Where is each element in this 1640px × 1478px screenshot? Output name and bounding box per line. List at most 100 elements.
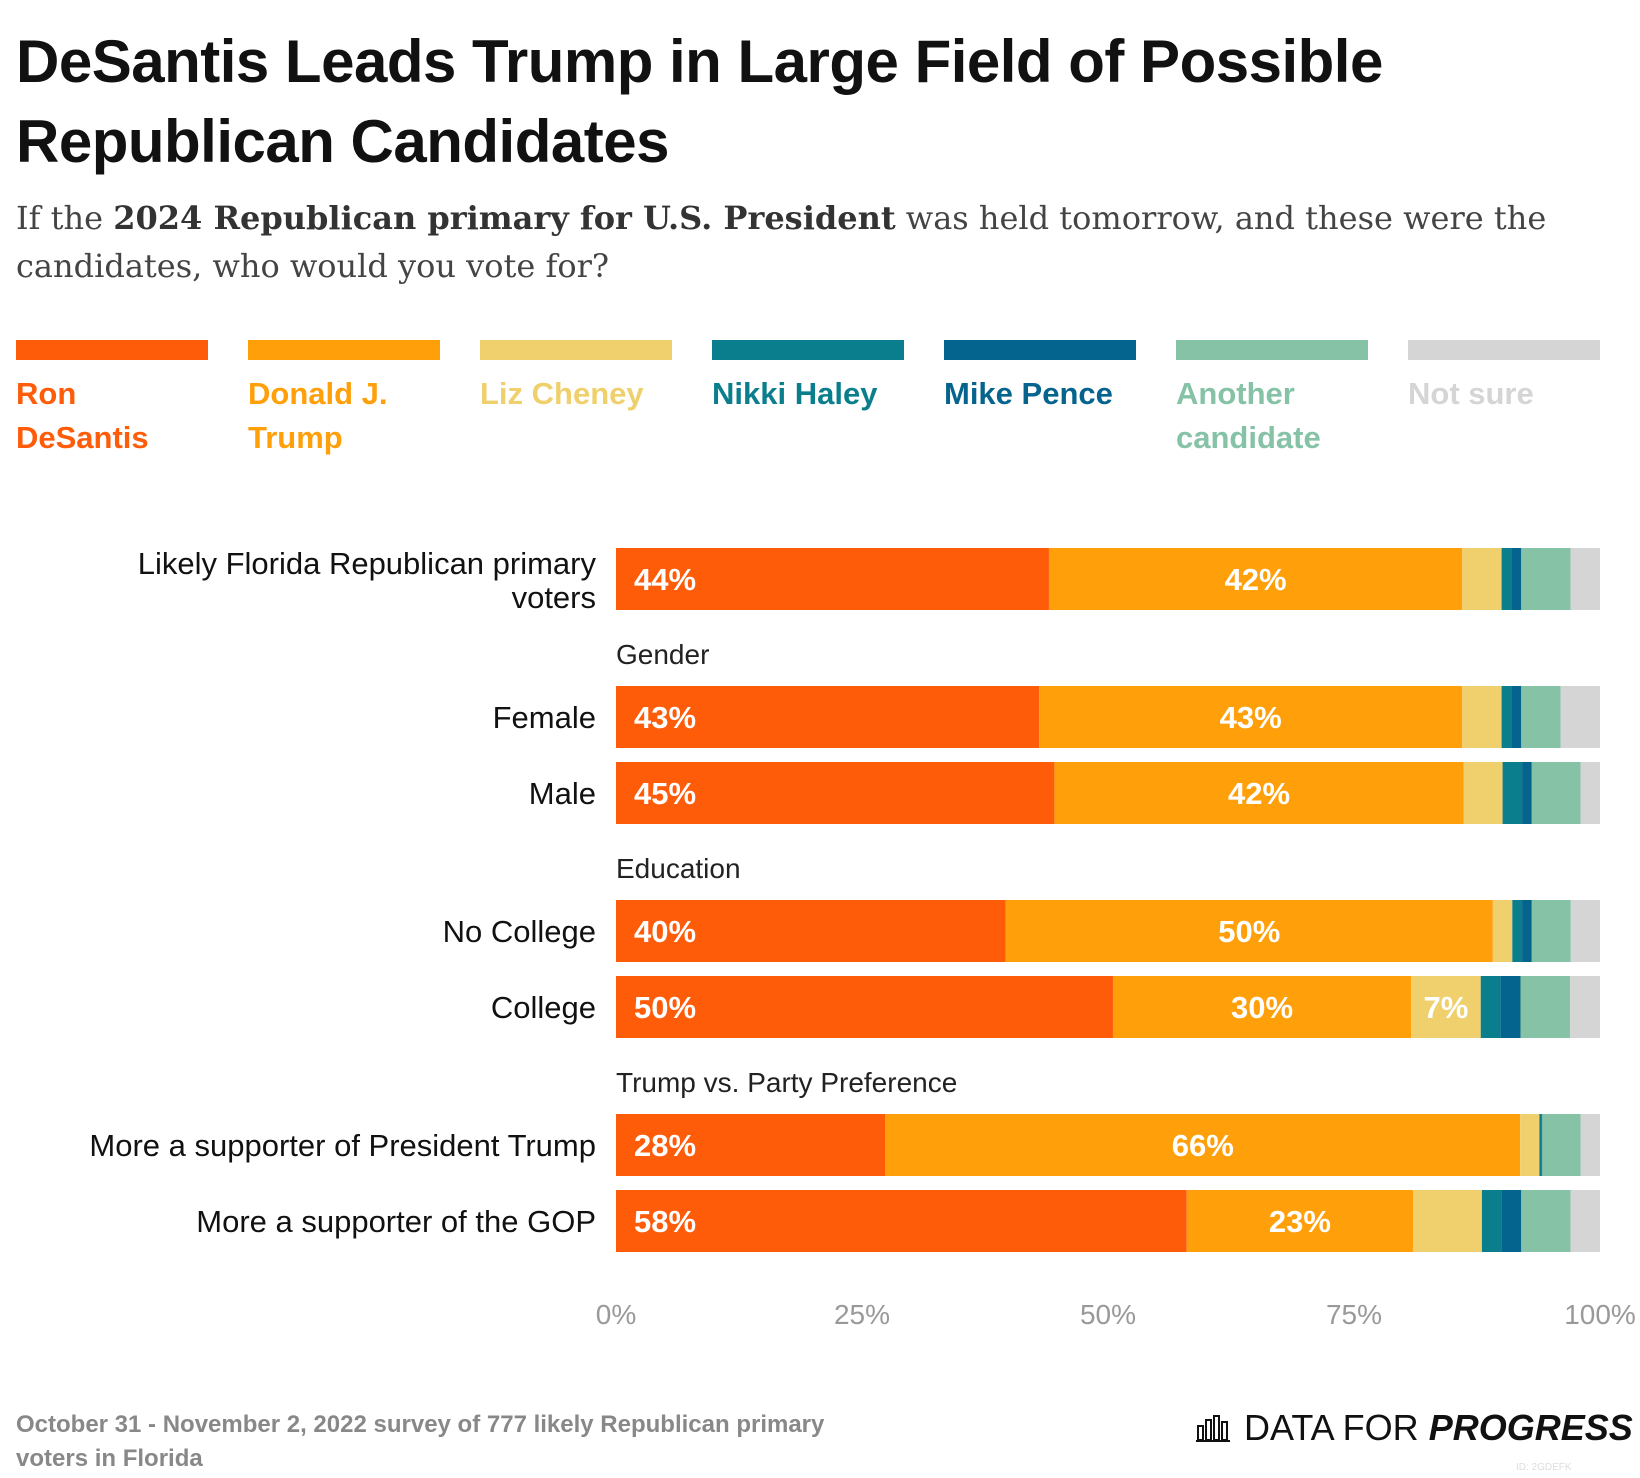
- row-label: Male: [529, 776, 596, 811]
- bar-segment: [1570, 900, 1600, 962]
- survey-note: October 31 - November 2, 2022 survey of …: [16, 1411, 825, 1472]
- bar-value-label: 43%: [634, 700, 696, 735]
- bar-segment: [1521, 686, 1561, 748]
- subtitle-bold: 2024 Republican primary for U.S. Preside…: [113, 199, 896, 237]
- chart-id: ID: 2GDEFK: [1516, 1462, 1572, 1473]
- bar-segment: [1570, 548, 1600, 610]
- row-label-line: More a supporter of the GOP: [196, 1204, 596, 1239]
- x-tick-label: 0%: [596, 1299, 636, 1330]
- bar-value-label: 23%: [1269, 1204, 1331, 1239]
- bar-segment: [1048, 548, 1463, 610]
- x-tick-label: 50%: [1080, 1299, 1136, 1330]
- row-label-line: More a supporter of President Trump: [89, 1128, 596, 1163]
- bar-segment: [1413, 1190, 1482, 1252]
- bar-value-label: 42%: [1228, 776, 1290, 811]
- bar-value-label: 50%: [1218, 914, 1280, 949]
- row-label: College: [491, 990, 596, 1025]
- bar-segment: [1462, 548, 1502, 610]
- bar-segment: [1570, 976, 1600, 1038]
- legend-label: Donald J. Trump: [248, 376, 388, 455]
- bar-value-label: 28%: [634, 1128, 696, 1163]
- legend-item: Nikki Haley: [712, 340, 904, 416]
- legend-swatch: [480, 340, 672, 360]
- bar-segment: [616, 686, 1040, 748]
- bar-segment: [1112, 976, 1412, 1038]
- brand-name: DATA FOR PROGRESS: [1244, 1406, 1633, 1450]
- bar-value-label: 44%: [634, 562, 696, 597]
- bar-segment: [1186, 1190, 1414, 1252]
- bar-segment: [1522, 900, 1532, 962]
- bar-value-label: 7%: [1424, 990, 1469, 1025]
- bar-segment: [1522, 762, 1532, 824]
- legend-label: Ron DeSantis: [16, 376, 149, 455]
- bar-chart-logo-icon: [1196, 1415, 1230, 1442]
- legend-item: Liz Cheney: [480, 340, 672, 416]
- legend-label: Nikki Haley: [712, 376, 878, 411]
- bar-value-label: 43%: [1220, 700, 1282, 735]
- bar-segment: [1054, 762, 1464, 824]
- bar-segment: [1570, 1190, 1600, 1252]
- subtitle-text-end: was held tomorrow, and these were the ca…: [16, 199, 1547, 285]
- bar-segment: [616, 1114, 886, 1176]
- stacked-bar-chart: 44% 42% Likely Florida Republican primary v…: [89, 546, 1636, 1330]
- bar-segment: [1502, 762, 1523, 824]
- bar-segment: [1531, 762, 1581, 824]
- bar-segment: [1521, 548, 1571, 610]
- bar-segment: [1541, 1114, 1543, 1176]
- bar-value-label: 40%: [634, 914, 696, 949]
- bar-segment: [1501, 1190, 1522, 1252]
- bar-segment: [1462, 686, 1502, 748]
- legend-item: Another candidate: [1176, 340, 1368, 460]
- legend-item: Donald J. Trump: [248, 340, 440, 460]
- chart-title: DeSantis Leads Trump in Large Field of P…: [16, 28, 1383, 175]
- brand-name-regular: DATA FOR: [1244, 1407, 1429, 1448]
- row-label-line: Likely Florida Republican primary: [138, 546, 597, 581]
- bar-segment: [616, 900, 1006, 962]
- row-label-line: voters: [512, 580, 596, 615]
- legend-swatch: [944, 340, 1136, 360]
- bar-value-label: 30%: [1231, 990, 1293, 1025]
- subtitle-text: If the: [16, 199, 114, 237]
- bar-segment: [1480, 976, 1501, 1038]
- legend-swatch: [1176, 340, 1368, 360]
- legend: Ron DeSantis Donald J. Trump Liz Cheney Nik…: [16, 340, 1600, 460]
- group-heading: Trump vs. Party Preference: [616, 1067, 957, 1098]
- bar-segment: [616, 548, 1049, 610]
- bar-segment: [1511, 686, 1522, 748]
- brand-logo: DATA FOR PROGRESS: [1196, 1402, 1633, 1452]
- group-heading: Gender: [616, 639, 709, 670]
- bar-segment: [1501, 686, 1512, 748]
- bar-value-label: 66%: [1172, 1128, 1234, 1163]
- bar-segment: [1520, 976, 1571, 1038]
- legend-label: Another candidate: [1176, 376, 1321, 455]
- row-label: Female: [493, 700, 596, 735]
- bar-segment: [1411, 976, 1481, 1038]
- x-tick-label: 25%: [834, 1299, 890, 1330]
- bar-segment: [1560, 686, 1600, 748]
- row-label-line: No College: [443, 914, 596, 949]
- bar-segment: [1500, 976, 1521, 1038]
- chart-subtitle: If the 2024 Republican primary for U.S. …: [16, 194, 1576, 290]
- row-label-line: College: [491, 990, 596, 1025]
- row-label-line: Female: [493, 700, 596, 735]
- x-tick-label: 100%: [1564, 1299, 1636, 1330]
- bar-segment: [1531, 900, 1571, 962]
- legend-label: Not sure: [1408, 376, 1534, 411]
- legend-swatch: [16, 340, 208, 360]
- row-label: More a supporter of President Trump: [89, 1128, 596, 1163]
- bar-segment: [1039, 686, 1463, 748]
- row-label-line: Male: [529, 776, 596, 811]
- bar-segment: [885, 1114, 1521, 1176]
- bar-segment: [1501, 548, 1512, 610]
- bar-segment: [1463, 762, 1503, 824]
- bar-segment: [1542, 1114, 1581, 1176]
- bar-segment: [616, 762, 1055, 824]
- bar-value-label: 58%: [634, 1204, 696, 1239]
- legend-item: Ron DeSantis: [16, 340, 208, 460]
- bar-segment: [1580, 1114, 1600, 1176]
- legend-swatch: [712, 340, 904, 360]
- bar-value-label: 42%: [1225, 562, 1287, 597]
- bar-segment: [616, 1190, 1187, 1252]
- brand-name-bold: PROGRESS: [1428, 1407, 1633, 1448]
- legend-swatch: [1408, 340, 1600, 360]
